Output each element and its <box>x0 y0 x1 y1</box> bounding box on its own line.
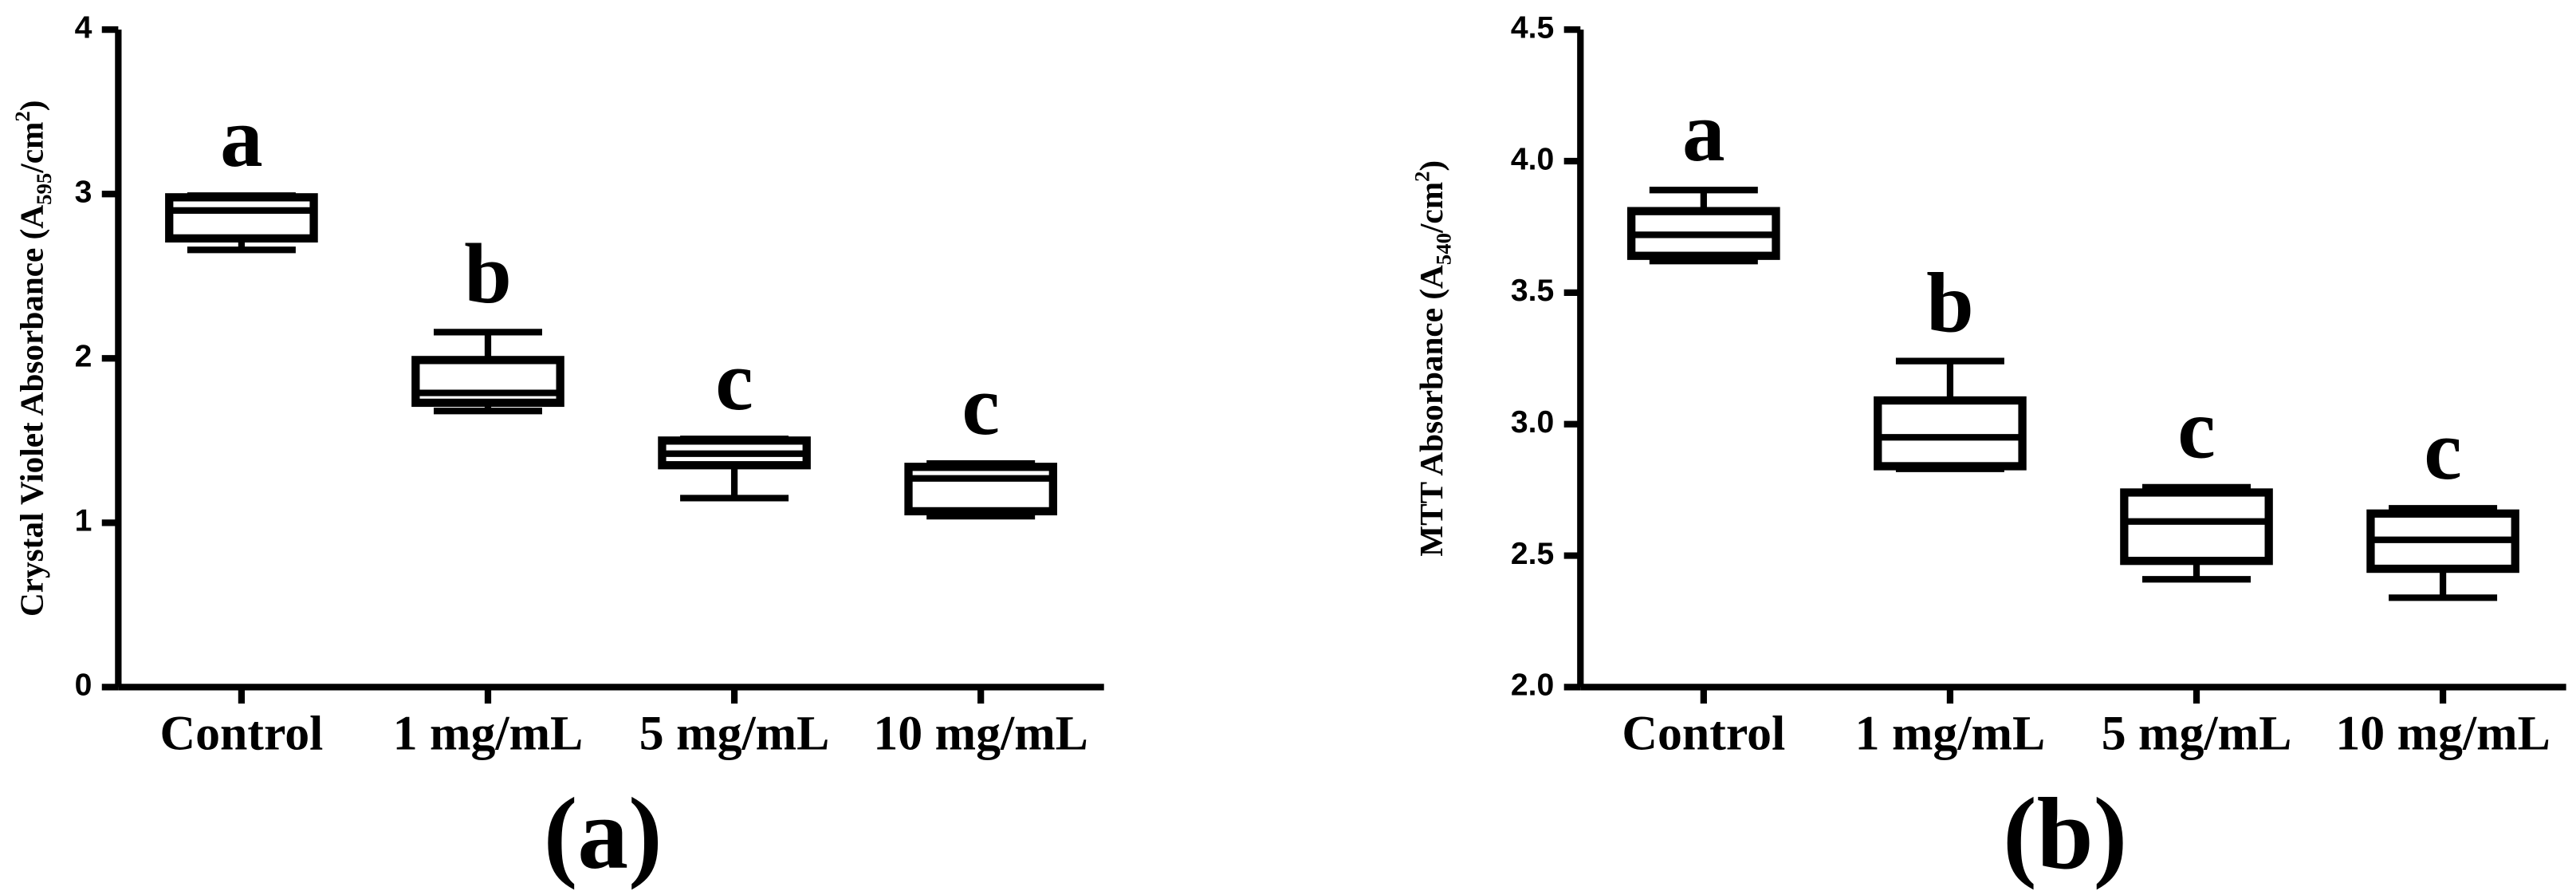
box <box>1874 396 2027 471</box>
significance-letter: c <box>962 359 1000 453</box>
y-tick-label: 2.0 <box>1511 668 1554 703</box>
y-tick-label: 1 <box>75 504 92 538</box>
y-label-part: /cm <box>1413 182 1449 234</box>
x-tick-label: 1 mg/mL <box>393 707 584 761</box>
significance-letter: c <box>2424 404 2462 498</box>
x-tick-label: 10 mg/mL <box>2335 707 2550 761</box>
y-tick-label: 2 <box>75 340 92 374</box>
y-label-part: ) <box>1413 160 1450 171</box>
y-tick-label: 4 <box>75 11 92 45</box>
y-label-part: Crystal Violet Absorbance (A <box>14 205 51 617</box>
y-tick-label: 3.5 <box>1511 274 1554 308</box>
box <box>411 356 564 408</box>
x-tick-label: 1 mg/mL <box>1855 707 2046 761</box>
box <box>904 463 1057 516</box>
box <box>165 193 318 243</box>
significance-letter: c <box>715 334 753 428</box>
y-label-part: 2 <box>10 111 34 121</box>
y-tick-label: 2.5 <box>1511 537 1554 571</box>
y-axis-label: MTT Absorbance (A540/cm2) <box>1410 160 1456 557</box>
significance-letter: a <box>220 91 263 185</box>
panel-label: (a) <box>544 777 663 890</box>
significance-letter: c <box>2177 383 2216 477</box>
significance-letter: b <box>1926 256 1974 350</box>
y-label-part: MTT Absorbance (A <box>1413 265 1450 557</box>
panel-label: (b) <box>2003 777 2127 890</box>
y-tick-label: 3.0 <box>1511 405 1554 440</box>
x-tick-label: 5 mg/mL <box>639 707 830 761</box>
significance-letter: a <box>1682 85 1725 179</box>
x-tick-label: Control <box>1622 707 1785 761</box>
y-label-part: 2 <box>1410 171 1434 182</box>
significance-letter: b <box>464 227 512 321</box>
y-tick-label: 4.5 <box>1511 11 1554 45</box>
y-tick-label: 3 <box>75 175 92 210</box>
y-label-part: 595 <box>32 173 56 205</box>
y-label-part: /cm <box>14 122 50 174</box>
x-tick-label: Control <box>159 707 323 761</box>
y-axis-label: Crystal Violet Absorbance (A595/cm2) <box>10 101 56 617</box>
x-tick-label: 5 mg/mL <box>2102 707 2292 761</box>
y-label-part: ) <box>14 101 51 112</box>
y-tick-label: 4.0 <box>1511 142 1554 176</box>
y-tick-label: 0 <box>75 668 92 703</box>
y-label-part: 540 <box>1431 233 1455 265</box>
box <box>2120 488 2273 566</box>
x-tick-label: 10 mg/mL <box>873 707 1088 761</box>
